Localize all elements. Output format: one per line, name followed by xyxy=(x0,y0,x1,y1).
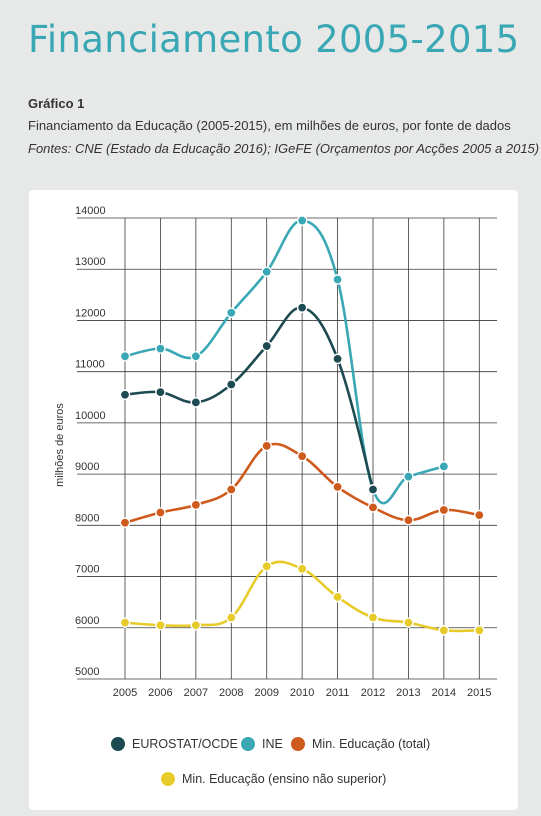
legend-swatch xyxy=(241,737,255,751)
legend-swatch xyxy=(161,772,175,786)
data-point xyxy=(332,591,343,603)
data-point xyxy=(190,350,202,362)
legend-item: EUROSTAT/OCDE xyxy=(111,737,238,751)
data-point xyxy=(119,617,131,628)
legend-label: Min. Educação (ensino não superior) xyxy=(182,772,387,786)
series-4 xyxy=(119,560,485,636)
data-point xyxy=(225,379,237,390)
series-2 xyxy=(119,215,450,505)
data-point xyxy=(332,481,343,493)
data-point xyxy=(261,340,273,352)
grid xyxy=(77,217,497,680)
x-tick-label: 2015 xyxy=(467,687,491,699)
x-tick-label: 2006 xyxy=(148,687,172,699)
legend-swatch xyxy=(291,737,305,751)
legend-item: INE xyxy=(241,737,283,751)
data-point xyxy=(119,517,131,529)
chart-subtitle: Financiamento da Educação (2005-2015), e… xyxy=(28,118,511,133)
data-point xyxy=(155,386,166,398)
data-point xyxy=(225,484,237,495)
y-tick-label: 6000 xyxy=(75,615,99,627)
data-point xyxy=(155,343,166,354)
x-tick-label: 2014 xyxy=(432,687,456,699)
chart-card: 5000 6000 7000 8000 9000 10000 11000 12000 13000… xyxy=(29,190,518,810)
data-point xyxy=(296,450,308,462)
data-point xyxy=(119,389,131,401)
y-tick-label: 12000 xyxy=(75,307,106,319)
y-tick-label: 14000 xyxy=(75,205,106,217)
y-tick-label: 13000 xyxy=(75,256,106,268)
data-point xyxy=(473,625,485,636)
data-point xyxy=(403,471,414,482)
series-1 xyxy=(119,302,379,495)
figure-label: Gráfico 1 xyxy=(28,96,85,111)
x-tick-label: 2013 xyxy=(396,687,420,699)
y-tick-label: 11000 xyxy=(75,359,105,371)
data-point xyxy=(438,504,450,516)
x-tick-label: 2009 xyxy=(254,687,278,699)
labels: 5000 6000 7000 8000 9000 10000 11000 12000 13000… xyxy=(75,205,492,699)
data-point xyxy=(367,502,379,513)
series-line xyxy=(123,219,446,505)
y-tick-label: 5000 xyxy=(75,666,99,678)
data-point xyxy=(438,625,450,636)
data-point xyxy=(403,617,414,628)
data-point xyxy=(190,397,202,408)
data-point xyxy=(119,350,131,362)
data-point xyxy=(225,307,237,319)
y-tick-label: 7000 xyxy=(75,564,99,576)
chart-source: Fontes: CNE (Estado da Educação 2016); I… xyxy=(28,141,540,156)
series-line xyxy=(123,306,375,491)
x-tick-label: 2005 xyxy=(113,687,137,699)
data-point xyxy=(367,612,379,623)
series xyxy=(119,215,485,636)
y-tick-label: 8000 xyxy=(75,512,99,524)
data-point xyxy=(225,612,237,623)
data-point xyxy=(155,619,166,631)
data-point xyxy=(261,266,273,278)
data-point xyxy=(438,461,450,472)
data-point xyxy=(296,302,308,313)
data-point xyxy=(332,353,343,365)
data-point xyxy=(403,514,414,526)
legend-item: Min. Educação (ensino não superior) xyxy=(161,772,386,786)
y-tick-label: 10000 xyxy=(75,410,106,422)
data-point xyxy=(261,561,273,572)
x-tick-label: 2010 xyxy=(290,687,314,699)
x-tick-label: 2008 xyxy=(219,687,243,699)
y-axis-label: milhões de euros xyxy=(54,403,66,487)
data-point xyxy=(367,484,379,495)
data-point xyxy=(296,215,308,226)
data-point xyxy=(473,509,485,521)
legend-item: Min. Educação (total) xyxy=(291,737,430,751)
x-tick-label: 2011 xyxy=(326,687,350,699)
data-point xyxy=(261,440,273,452)
x-tick-label: 2012 xyxy=(361,687,385,699)
y-tick-label: 9000 xyxy=(75,461,99,473)
legend-label: Min. Educação (total) xyxy=(312,737,431,751)
data-point xyxy=(190,499,202,511)
data-point xyxy=(296,563,308,575)
x-tick-label: 2007 xyxy=(184,687,208,699)
line-chart: 5000 6000 7000 8000 9000 10000 11000 12000 13000… xyxy=(54,205,497,699)
data-point xyxy=(332,274,343,285)
legend-label: EUROSTAT/OCDE xyxy=(132,737,238,751)
data-point xyxy=(155,507,166,518)
series-3 xyxy=(119,440,485,529)
page-title: Financiamento 2005-2015 xyxy=(28,18,520,61)
data-point xyxy=(190,619,202,631)
legend-swatch xyxy=(111,737,125,751)
legend-label: INE xyxy=(262,737,283,751)
